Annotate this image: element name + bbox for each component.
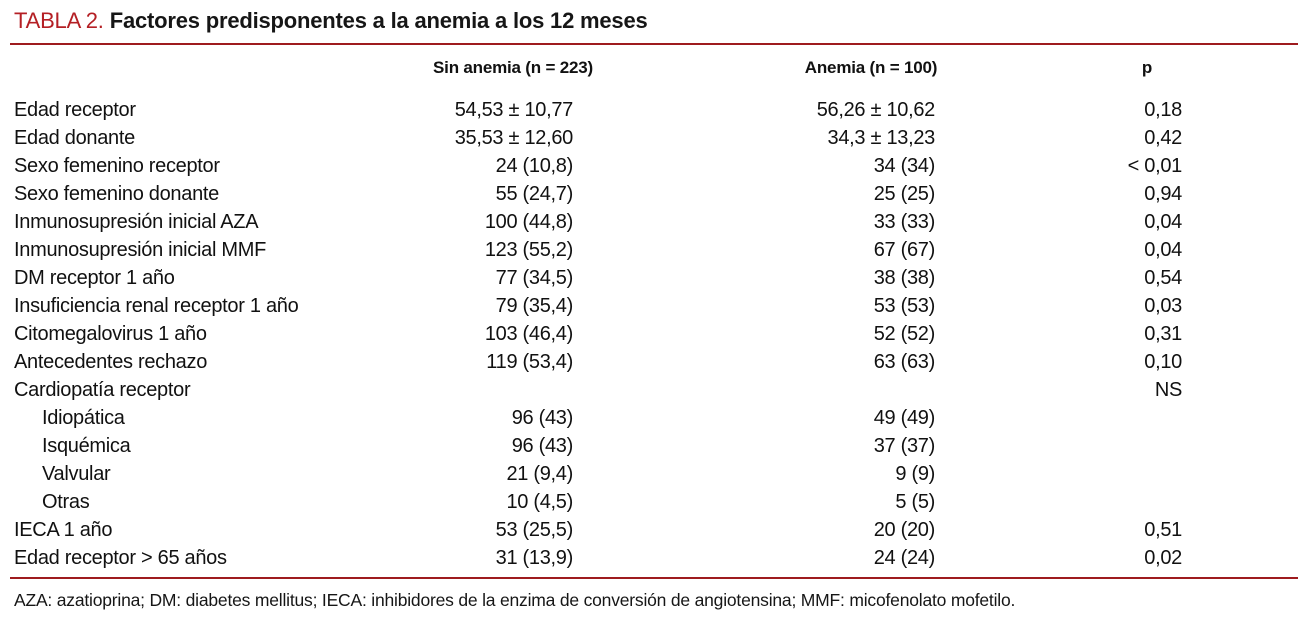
table-row: Inmunosupresión inicial MMF 123 (55,2) 6…: [10, 236, 1298, 264]
cell-anemia: 67 (67): [873, 239, 936, 261]
row-label: Valvular: [42, 463, 111, 485]
cell-p: 0,42: [1144, 127, 1182, 149]
cell-p: 0,04: [1144, 239, 1182, 261]
cell-p: [1060, 488, 1298, 516]
table-row: Valvular 21 (9,4) 9 (9): [10, 460, 1298, 488]
cell-sin-anemia: 35,53 ± 12,60: [454, 127, 574, 149]
cell-sin-anemia: 119 (53,4): [486, 351, 573, 373]
row-label: IECA 1 año: [14, 519, 113, 541]
row-label: Edad receptor: [14, 99, 136, 121]
cell-p: 0,02: [1144, 547, 1182, 569]
table-row: Antecedentes rechazo 119 (53,4) 63 (63) …: [10, 348, 1298, 376]
table-row: Sexo femenino receptor 24 (10,8) 34 (34)…: [10, 152, 1298, 180]
row-label: Insuficiencia renal receptor 1 año: [14, 295, 299, 317]
cell-sin-anemia: 79 (35,4): [495, 295, 574, 317]
header-row: Sin anemia (n = 223) Anemia (n = 100) p: [10, 45, 1298, 91]
table-caption: Factores predisponentes a la anemia a lo…: [109, 8, 648, 33]
top-rule: [10, 43, 1298, 45]
cell-p: 0,31: [1144, 323, 1182, 345]
cell-sin-anemia: 10 (4,5): [506, 491, 573, 513]
row-label: Edad receptor > 65 años: [14, 547, 227, 569]
cell-p: [1060, 460, 1298, 488]
table-title: TABLA 2. Factores predisponentes a la ane…: [14, 8, 1298, 34]
cell-p: 0,10: [1144, 351, 1182, 373]
cell-sin-anemia: 21 (9,4): [506, 463, 573, 485]
cell-p: 0,03: [1144, 295, 1182, 317]
row-label: DM receptor 1 año: [14, 267, 175, 289]
table-row: Inmunosupresión inicial AZA 100 (44,8) 3…: [10, 208, 1298, 236]
row-label: Cardiopatía receptor: [14, 379, 191, 401]
cell-anemia: 49 (49): [873, 407, 936, 429]
table-row: Cardiopatía receptor NS: [10, 376, 1298, 404]
cell-sin-anemia: 96 (43): [511, 407, 574, 429]
bottom-rule: [10, 577, 1298, 579]
column-header-empty: [10, 45, 386, 91]
cell-sin-anemia: 123 (55,2): [484, 239, 573, 261]
cell-anemia: 38 (38): [873, 267, 936, 289]
cell-p: [1060, 432, 1298, 460]
cell-p: 0,04: [1144, 211, 1182, 233]
cell-anemia: 37 (37): [873, 435, 936, 457]
table-row: Edad receptor 54,53 ± 10,77 56,26 ± 10,6…: [10, 91, 1298, 124]
cell-p: 0,51: [1144, 519, 1182, 541]
row-label: Edad donante: [14, 127, 135, 149]
cell-p: NS: [1154, 379, 1182, 401]
cell-anemia: 34 (34): [873, 155, 936, 177]
cell-sin-anemia: 96 (43): [511, 435, 574, 457]
column-header-anemia: Anemia (n = 100): [804, 58, 938, 77]
table-row: Edad receptor > 65 años 31 (13,9) 24 (24…: [10, 544, 1298, 577]
cell-anemia: 33 (33): [873, 211, 936, 233]
cell-p: 0,54: [1144, 267, 1182, 289]
cell-sin-anemia: 31 (13,9): [495, 547, 574, 569]
cell-anemia: 5 (5): [895, 491, 935, 513]
cell-anemia: 20 (20): [873, 519, 936, 541]
row-label: Sexo femenino donante: [14, 183, 219, 205]
abbreviations-footnote: AZA: azatioprina; DM: diabetes mellitus;…: [14, 590, 1016, 610]
table-row: Sexo femenino donante 55 (24,7) 25 (25) …: [10, 180, 1298, 208]
row-label: Otras: [42, 491, 90, 513]
cell-sin-anemia: [386, 376, 640, 404]
cell-p: [1060, 404, 1298, 432]
table-row: Citomegalovirus 1 año 103 (46,4) 52 (52)…: [10, 320, 1298, 348]
cell-sin-anemia: 54,53 ± 10,77: [454, 99, 574, 121]
row-label: Inmunosupresión inicial MMF: [14, 239, 266, 261]
cell-anemia: 53 (53): [873, 295, 936, 317]
cell-sin-anemia: 100 (44,8): [484, 211, 573, 233]
column-header-sin-anemia: Sin anemia (n = 223): [433, 58, 593, 77]
table-row: Isquémica 96 (43) 37 (37): [10, 432, 1298, 460]
table-row: IECA 1 año 53 (25,5) 20 (20) 0,51: [10, 516, 1298, 544]
cell-sin-anemia: 77 (34,5): [495, 267, 574, 289]
cell-anemia: [640, 376, 1060, 404]
cell-sin-anemia: 53 (25,5): [495, 519, 574, 541]
row-label: Sexo femenino receptor: [14, 155, 220, 177]
cell-p: 0,94: [1144, 183, 1182, 205]
table-number-label: TABLA 2.: [14, 8, 104, 33]
cell-anemia: 34,3 ± 13,23: [827, 127, 936, 149]
row-label: Inmunosupresión inicial AZA: [14, 211, 259, 233]
cell-anemia: 9 (9): [895, 463, 935, 485]
row-label: Citomegalovirus 1 año: [14, 323, 207, 345]
cell-sin-anemia: 55 (24,7): [495, 183, 574, 205]
table-page: TABLA 2. Factores predisponentes a la ane…: [10, 8, 1298, 610]
cell-p: 0,18: [1144, 99, 1182, 121]
row-label: Idiopática: [42, 407, 125, 429]
row-label: Antecedentes rechazo: [14, 351, 208, 373]
cell-sin-anemia: 103 (46,4): [484, 323, 573, 345]
cell-anemia: 25 (25): [873, 183, 936, 205]
table-row: Idiopática 96 (43) 49 (49): [10, 404, 1298, 432]
cell-anemia: 52 (52): [873, 323, 936, 345]
cell-anemia: 24 (24): [873, 547, 936, 569]
table-row: Otras 10 (4,5) 5 (5): [10, 488, 1298, 516]
table-row: DM receptor 1 año 77 (34,5) 38 (38) 0,54: [10, 264, 1298, 292]
column-header-p: p: [1141, 58, 1153, 77]
table-row: Insuficiencia renal receptor 1 año 79 (3…: [10, 292, 1298, 320]
cell-anemia: 63 (63): [873, 351, 936, 373]
table-row: Edad donante 35,53 ± 12,60 34,3 ± 13,23 …: [10, 124, 1298, 152]
row-label: Isquémica: [42, 435, 131, 457]
cell-anemia: 56,26 ± 10,62: [816, 99, 936, 121]
cell-sin-anemia: 24 (10,8): [495, 155, 574, 177]
factors-table: Sin anemia (n = 223) Anemia (n = 100) p …: [10, 45, 1298, 577]
cell-p: < 0,01: [1127, 155, 1183, 177]
